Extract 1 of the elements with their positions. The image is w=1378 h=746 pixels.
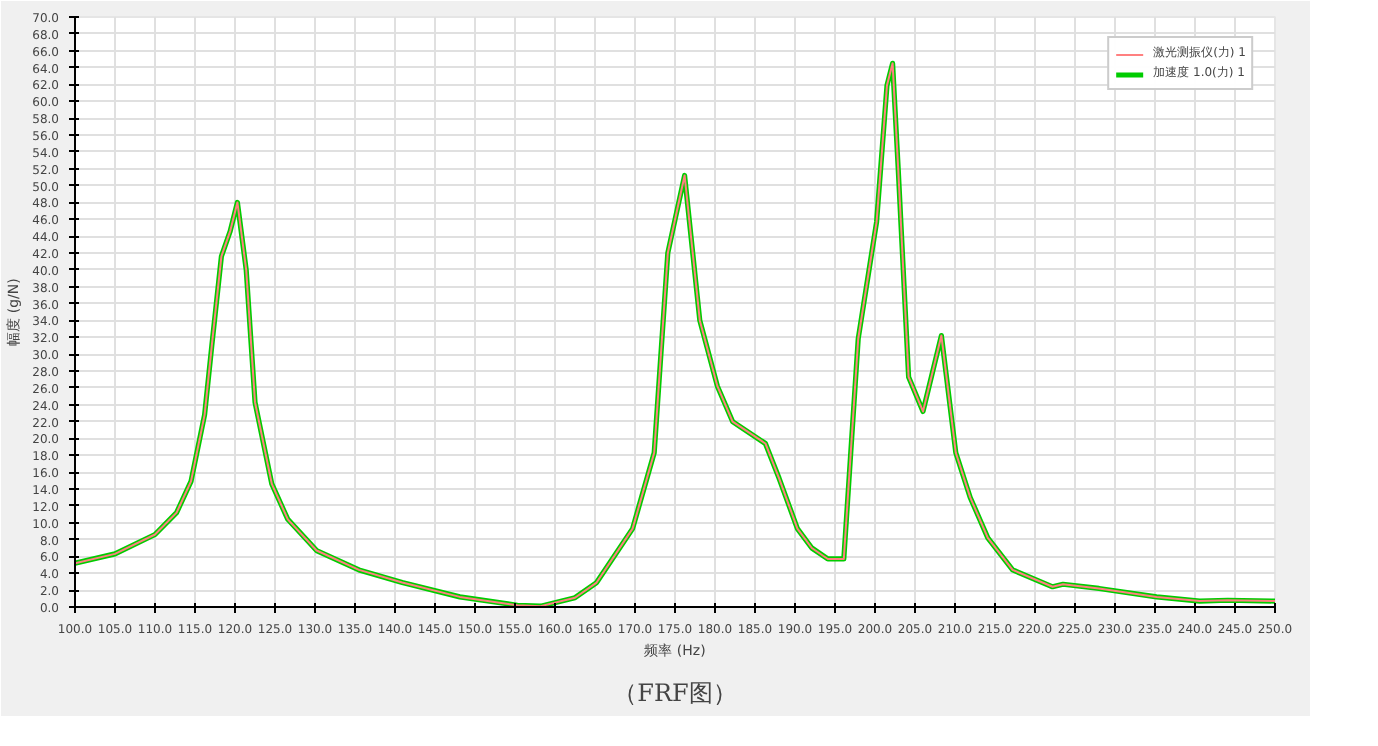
text: （FRF图） — [613, 679, 737, 707]
